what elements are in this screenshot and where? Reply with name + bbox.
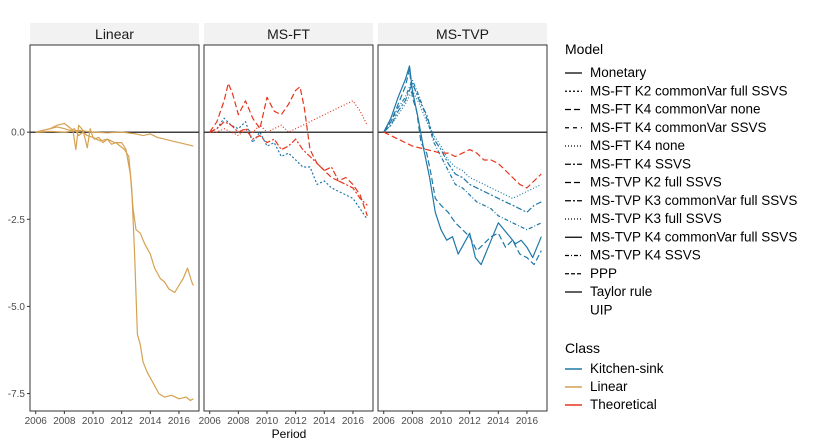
legend-item-ms-tvp-k3-full-ssvs: MS-TVP K3 full SSVS [565,211,722,226]
legend-item-monetary: Monetary [565,65,647,80]
legend-item-label: UIP [590,302,613,317]
legend-item-label: MS-TVP K3 full SSVS [590,211,722,226]
legend-item-label: MS-FT K4 none [590,138,685,153]
y-axis: 0.0 -2.5 -5.0 -7.5 [8,128,30,400]
panel-border [29,44,200,412]
legend-item-label: MS-TVP K2 full SSVS [590,175,722,190]
legend-item-ms-tvp-k4-ssvs: MS-TVP K4 SSVS [565,248,701,263]
legend-item-label: MS-FT K4 SSVS [590,156,691,171]
facet-strip-linear [30,23,199,45]
series-line-ms-ft-k4-ssvs [209,121,368,206]
x-tick-label: 2006 [373,416,396,427]
x-tick-label: 2016 [168,416,191,427]
y-tick-label: -7.5 [8,389,26,400]
legend-title-class: Class [565,340,600,356]
legend-item-ms-tvp-k4-commonvar-full-ssvs: MS-TVP K4 commonVar full SSVS [565,229,797,244]
facet-strip-ms-tvp [378,23,547,45]
legend-item-label: MS-FT K4 commonVar none [590,102,761,117]
x-tick-label: 2016 [516,416,539,427]
x-axis: 2006 2008 2010 2012 2014 2016 2006 2008 2010 2012… [25,411,539,427]
x-tick-label: 2012 [285,416,308,427]
legend-item-uip: UIP [590,302,613,317]
legend-item-label: MS-TVP K4 commonVar full SSVS [590,229,797,244]
y-tick-label: 0.0 [11,128,25,139]
series-line-ms-tvp-k3-full-ssvs [383,89,542,199]
x-tick-label: 2016 [342,416,365,427]
legend-class-linear: Linear [565,379,628,394]
series-line-ms-ft-k4-commonvar-none [209,82,368,216]
x-tick-label: 2012 [459,416,482,427]
series-line-ppp [35,126,194,294]
facet-linear: Linear [29,23,200,412]
legend-class-theoretical: Theoretical [565,397,657,412]
legend-item-label: MS-FT K4 commonVar SSVS [590,120,767,135]
x-axis-title: Period [272,427,307,441]
facet-label: Linear [95,26,134,42]
legend-class-label: Theoretical [590,397,657,412]
panel-border [203,44,374,412]
legend-item-ms-ft-k4-ssvs: MS-FT K4 SSVS [565,156,691,171]
series-line-monetary [35,122,194,402]
legend-item-label: MS-TVP K4 SSVS [590,248,701,263]
facet-ms-ft: MS-FT [203,23,374,412]
legend-class-label: Kitchen-sink [590,361,664,376]
facet-label: MS-TVP [436,26,489,42]
series-line-ms-tvp-k2-full-ssvs [383,68,542,266]
series-line-ms-tvp-k4-ssvs [383,79,542,231]
legend-item-label: Taylor rule [590,284,652,299]
series-line-ms-tvp-k3-commonvar-full-ssvs [383,82,542,213]
facet-panels: Linear MS-FT MS-TVP [29,23,548,412]
y-tick-label: -2.5 [8,215,26,226]
legend-item-ms-ft-k4-none: MS-FT K4 none [565,138,685,153]
x-tick-label: 2012 [111,416,134,427]
panel-border [377,44,548,412]
x-tick-label: 2014 [313,416,336,427]
y-tick-label: -5.0 [8,302,26,313]
x-tick-label: 2008 [401,416,424,427]
facet-label: MS-FT [267,26,310,42]
facet-ms-tvp: MS-TVP [377,23,548,412]
x-tick-label: 2008 [227,416,250,427]
legend-item-ppp: PPP [565,266,617,281]
legend-item-taylor-rule: Taylor rule [565,284,652,299]
x-tick-label: 2010 [430,416,453,427]
series-line-ms-ft-k2-commonvar-full-ssvs [209,117,368,220]
x-tick-label: 2010 [82,416,105,427]
legend-item-label: Monetary [590,65,647,80]
legend-item-label: MS-FT K2 commonVar full SSVS [590,83,788,98]
legend-item-label: MS-TVP K3 commonVar full SSVS [590,193,797,208]
x-tick-label: 2010 [256,416,279,427]
x-tick-label: 2006 [25,416,48,427]
series-line-taylor-rule [35,129,194,147]
legend-class-label: Linear [590,379,628,394]
series-line-ms-ft-k4-none [209,100,368,137]
legend: Model Monetary MS-FT K2 commonVar full SSV… [565,41,797,412]
series-line-ms-tvp-k4-commonvar-full-ssvs [383,65,542,266]
series-line-uip [383,131,542,189]
legend-title-model: Model [565,41,603,57]
legend-item-ms-ft-k2-commonvar-full-ssvs: MS-FT K2 commonVar full SSVS [565,83,788,98]
legend-class-kitchen-sink: Kitchen-sink [565,361,664,376]
legend-item-label: PPP [590,266,617,281]
x-tick-label: 2014 [139,416,162,427]
x-tick-label: 2008 [53,416,76,427]
legend-item-ms-tvp-k2-full-ssvs: MS-TVP K2 full SSVS [565,175,722,190]
x-tick-label: 2014 [487,416,510,427]
x-tick-label: 2006 [199,416,222,427]
legend-item-ms-tvp-k3-commonvar-full-ssvs: MS-TVP K3 commonVar full SSVS [565,193,797,208]
legend-item-ms-ft-k4-commonvar-ssvs: MS-FT K4 commonVar SSVS [565,120,767,135]
legend-item-ms-ft-k4-commonvar-none: MS-FT K4 commonVar none [565,102,761,117]
facet-strip-ms-ft [204,23,373,45]
